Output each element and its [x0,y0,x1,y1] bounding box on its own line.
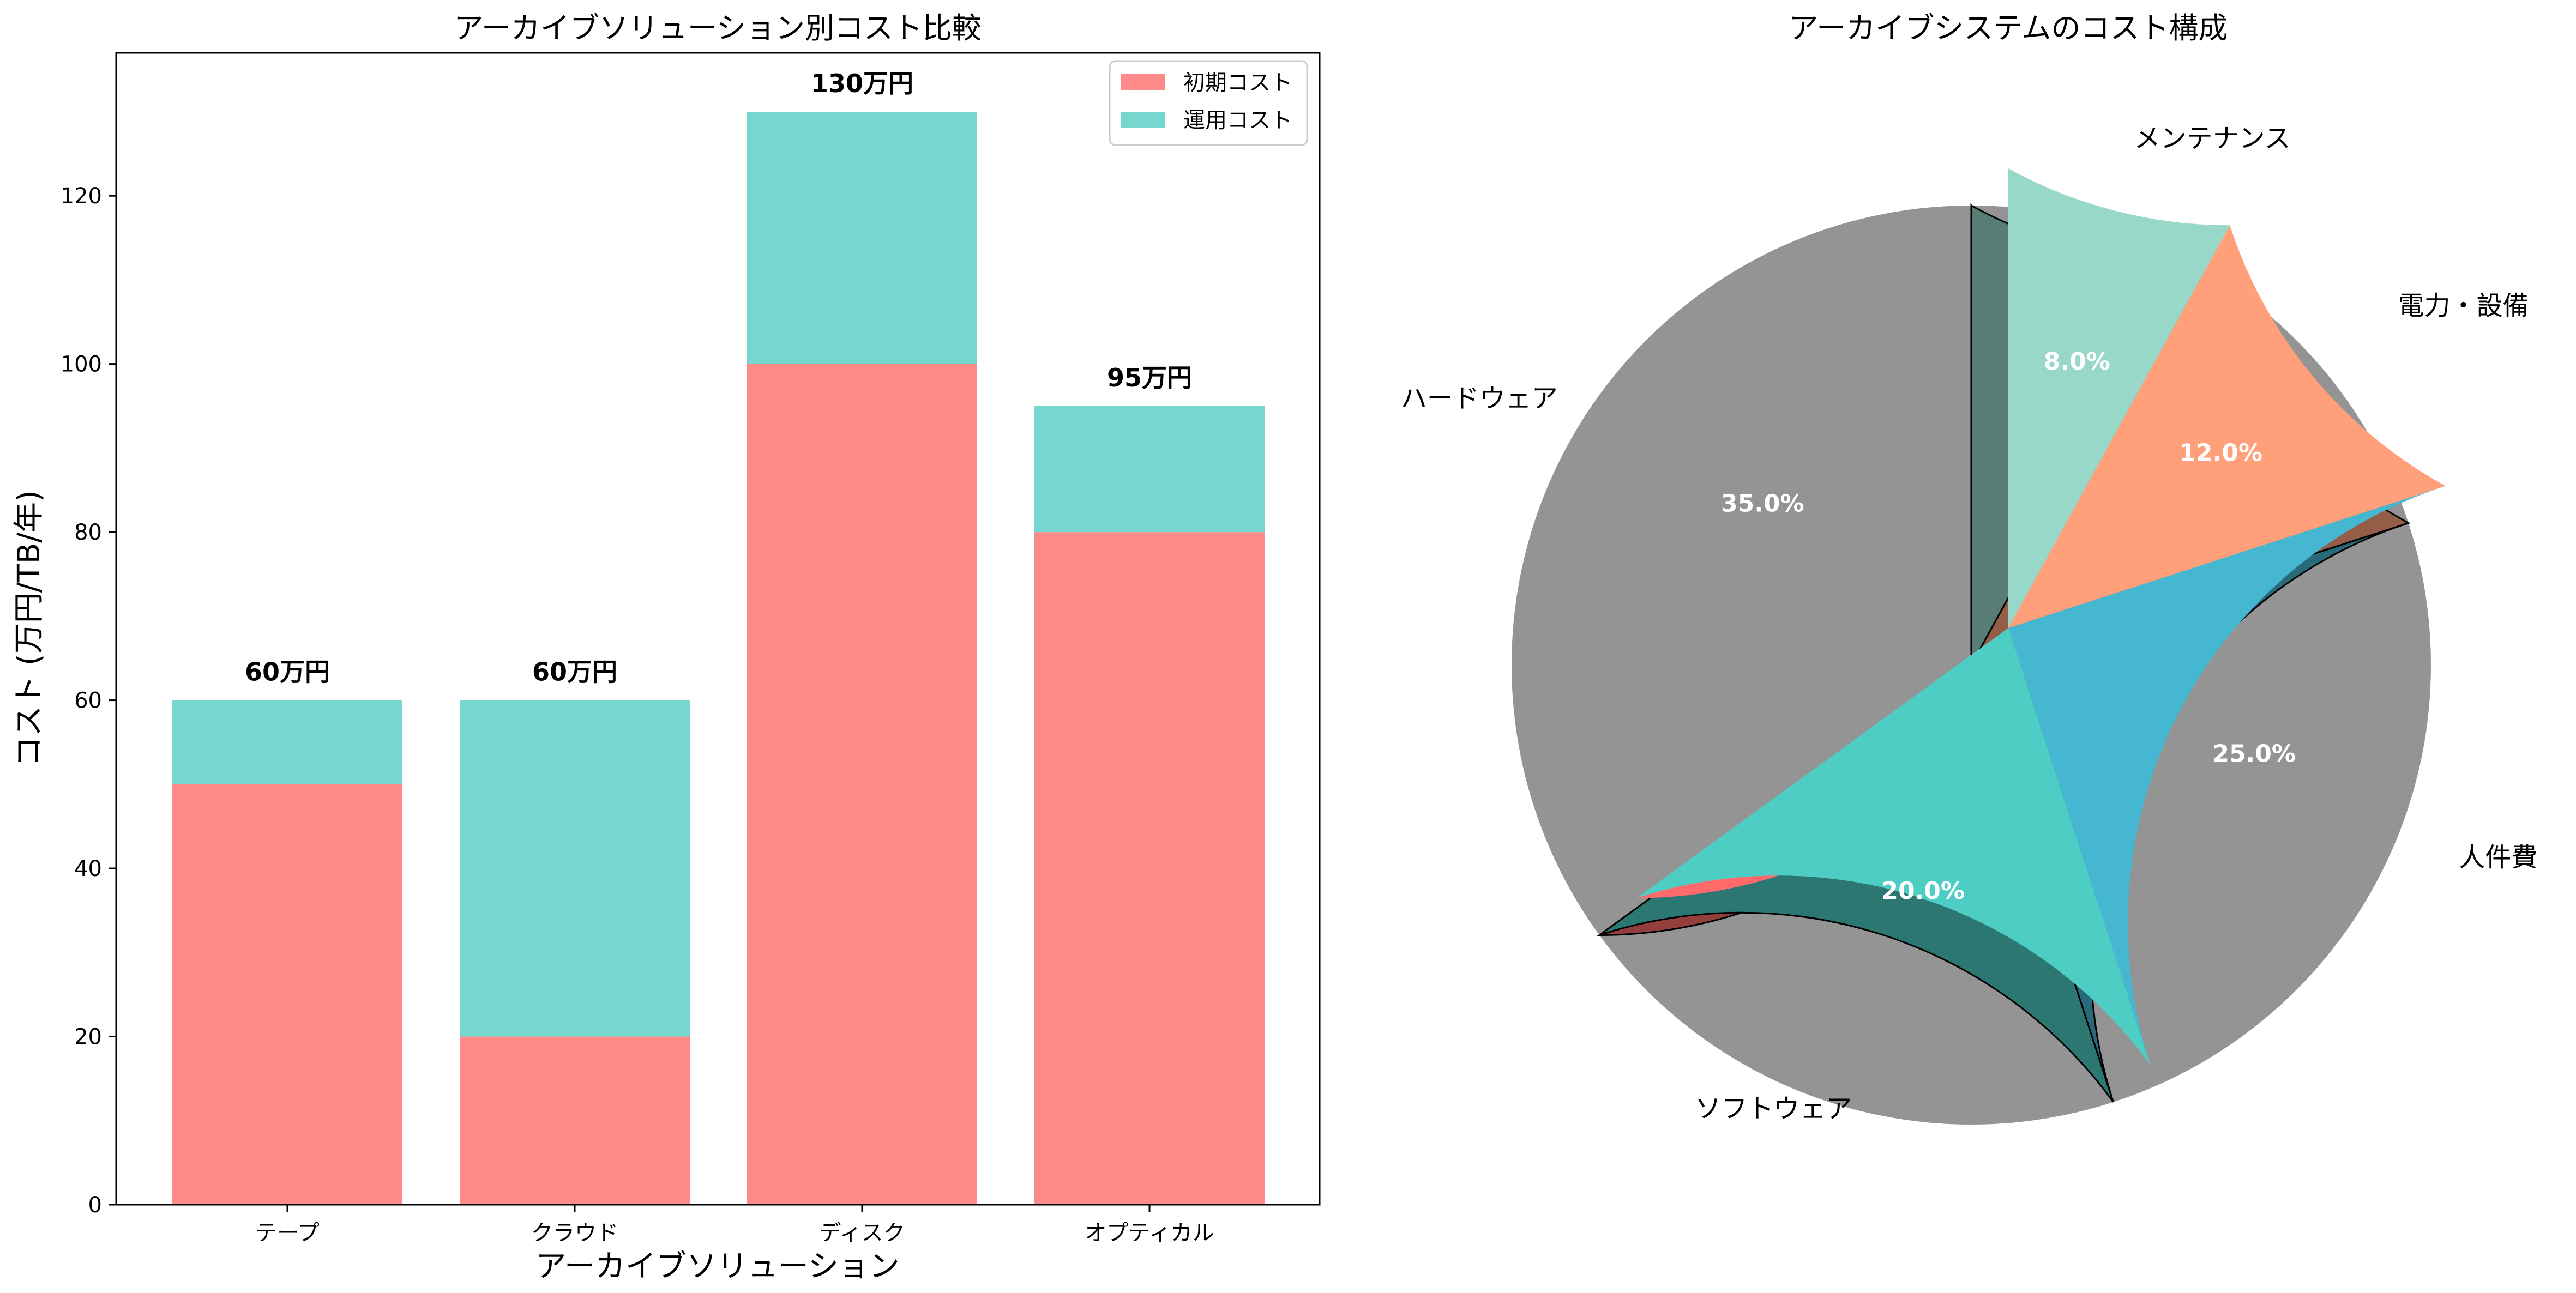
bar-initial-0 [172,784,402,1205]
y-tick-label-4: 80 [74,520,102,545]
y-tick-label-3: 60 [74,688,102,714]
x-tick-label-0: テープ [255,1221,320,1246]
pie-pct-1: 20.0% [1881,877,1965,905]
pie-chart-title: アーカイブシステムのコスト構成 [1789,11,2228,45]
pie-pct-3: 12.0% [2179,439,2262,467]
bar-operating-3 [1034,406,1265,533]
x-tick-label-2: ディスク [819,1221,905,1246]
bar-operating-1 [460,700,690,1037]
y-tick-label-2: 40 [74,856,102,881]
y-tick-label-0: 0 [88,1193,102,1218]
total-labels: 60万円 60万円 130万円 95万円 [245,69,1192,687]
pie-label-0: ハードウェア [1401,383,1558,414]
pie-slice-4 [2008,168,2230,628]
pie-pct-2: 25.0% [2212,740,2296,768]
bar-initial-1 [460,1036,690,1205]
pie-label-4: メンテナンス [2134,123,2291,154]
total-label-3: 95万円 [1107,363,1192,392]
bar-marks [172,111,1265,1205]
bar-chart-title: アーカイブソリューション別コスト比較 [454,11,982,45]
pie-chart: アーカイブシステムのコスト構成 ハードウェア 35.0% ソフトウェア 20.0% 人件… [1401,11,2537,1125]
pie-slices [1636,168,2446,1065]
y-tick-label-6: 120 [61,184,102,209]
y-axis-label: コスト (万円/TB/年) [11,490,47,767]
y-tick-label-5: 100 [61,352,102,377]
total-label-0: 60万円 [245,657,330,687]
plot-frame [115,52,1321,1206]
pie-slice-1 [1636,628,2151,1065]
pie-labels: ハードウェア 35.0% ソフトウェア 20.0% 人件費 25.0% 電力・設備 12.0%… [1401,123,2537,1124]
bar-initial-3 [1034,532,1265,1205]
pie-label-1: ソフトウェア [1695,1093,1852,1124]
bar-initial-2 [747,364,977,1205]
pie-slice-2 [2008,486,2446,1065]
pie-pct-0: 35.0% [1721,490,1804,517]
pie-label-2: 人件費 [2459,842,2537,873]
x-axis-label: アーカイブソリューション [535,1249,900,1284]
x-tick-label-3: オプティカル [1085,1221,1214,1246]
total-label-1: 60万円 [532,657,617,687]
y-tick-label-1: 20 [74,1025,102,1050]
y-axis-ticks: 0 20 40 60 80 100 120 [61,184,116,1218]
pie-slice-3 [2008,225,2446,629]
legend-label-operating-cost: 運用コスト [1183,108,1292,133]
legend-label-initial-cost: 初期コスト [1183,70,1292,95]
pie-label-3: 電力・設備 [2398,291,2529,321]
x-axis-ticks: テープ クラウド ディスク オプティカル [255,1205,1214,1246]
legend: 初期コスト 運用コスト [1109,60,1308,146]
x-tick-label-1: クラウド [531,1221,618,1246]
legend-swatch-initial-cost [1121,74,1165,90]
pie-pct-4: 8.0% [2044,348,2110,376]
bar-operating-2 [747,111,977,364]
total-label-2: 130万円 [811,69,913,98]
bar-chart: アーカイブソリューション別コスト比較 0 20 40 60 80 100 120 テープ クラ… [11,11,1321,1284]
legend-swatch-operating-cost [1121,112,1165,128]
bar-operating-0 [172,700,402,784]
